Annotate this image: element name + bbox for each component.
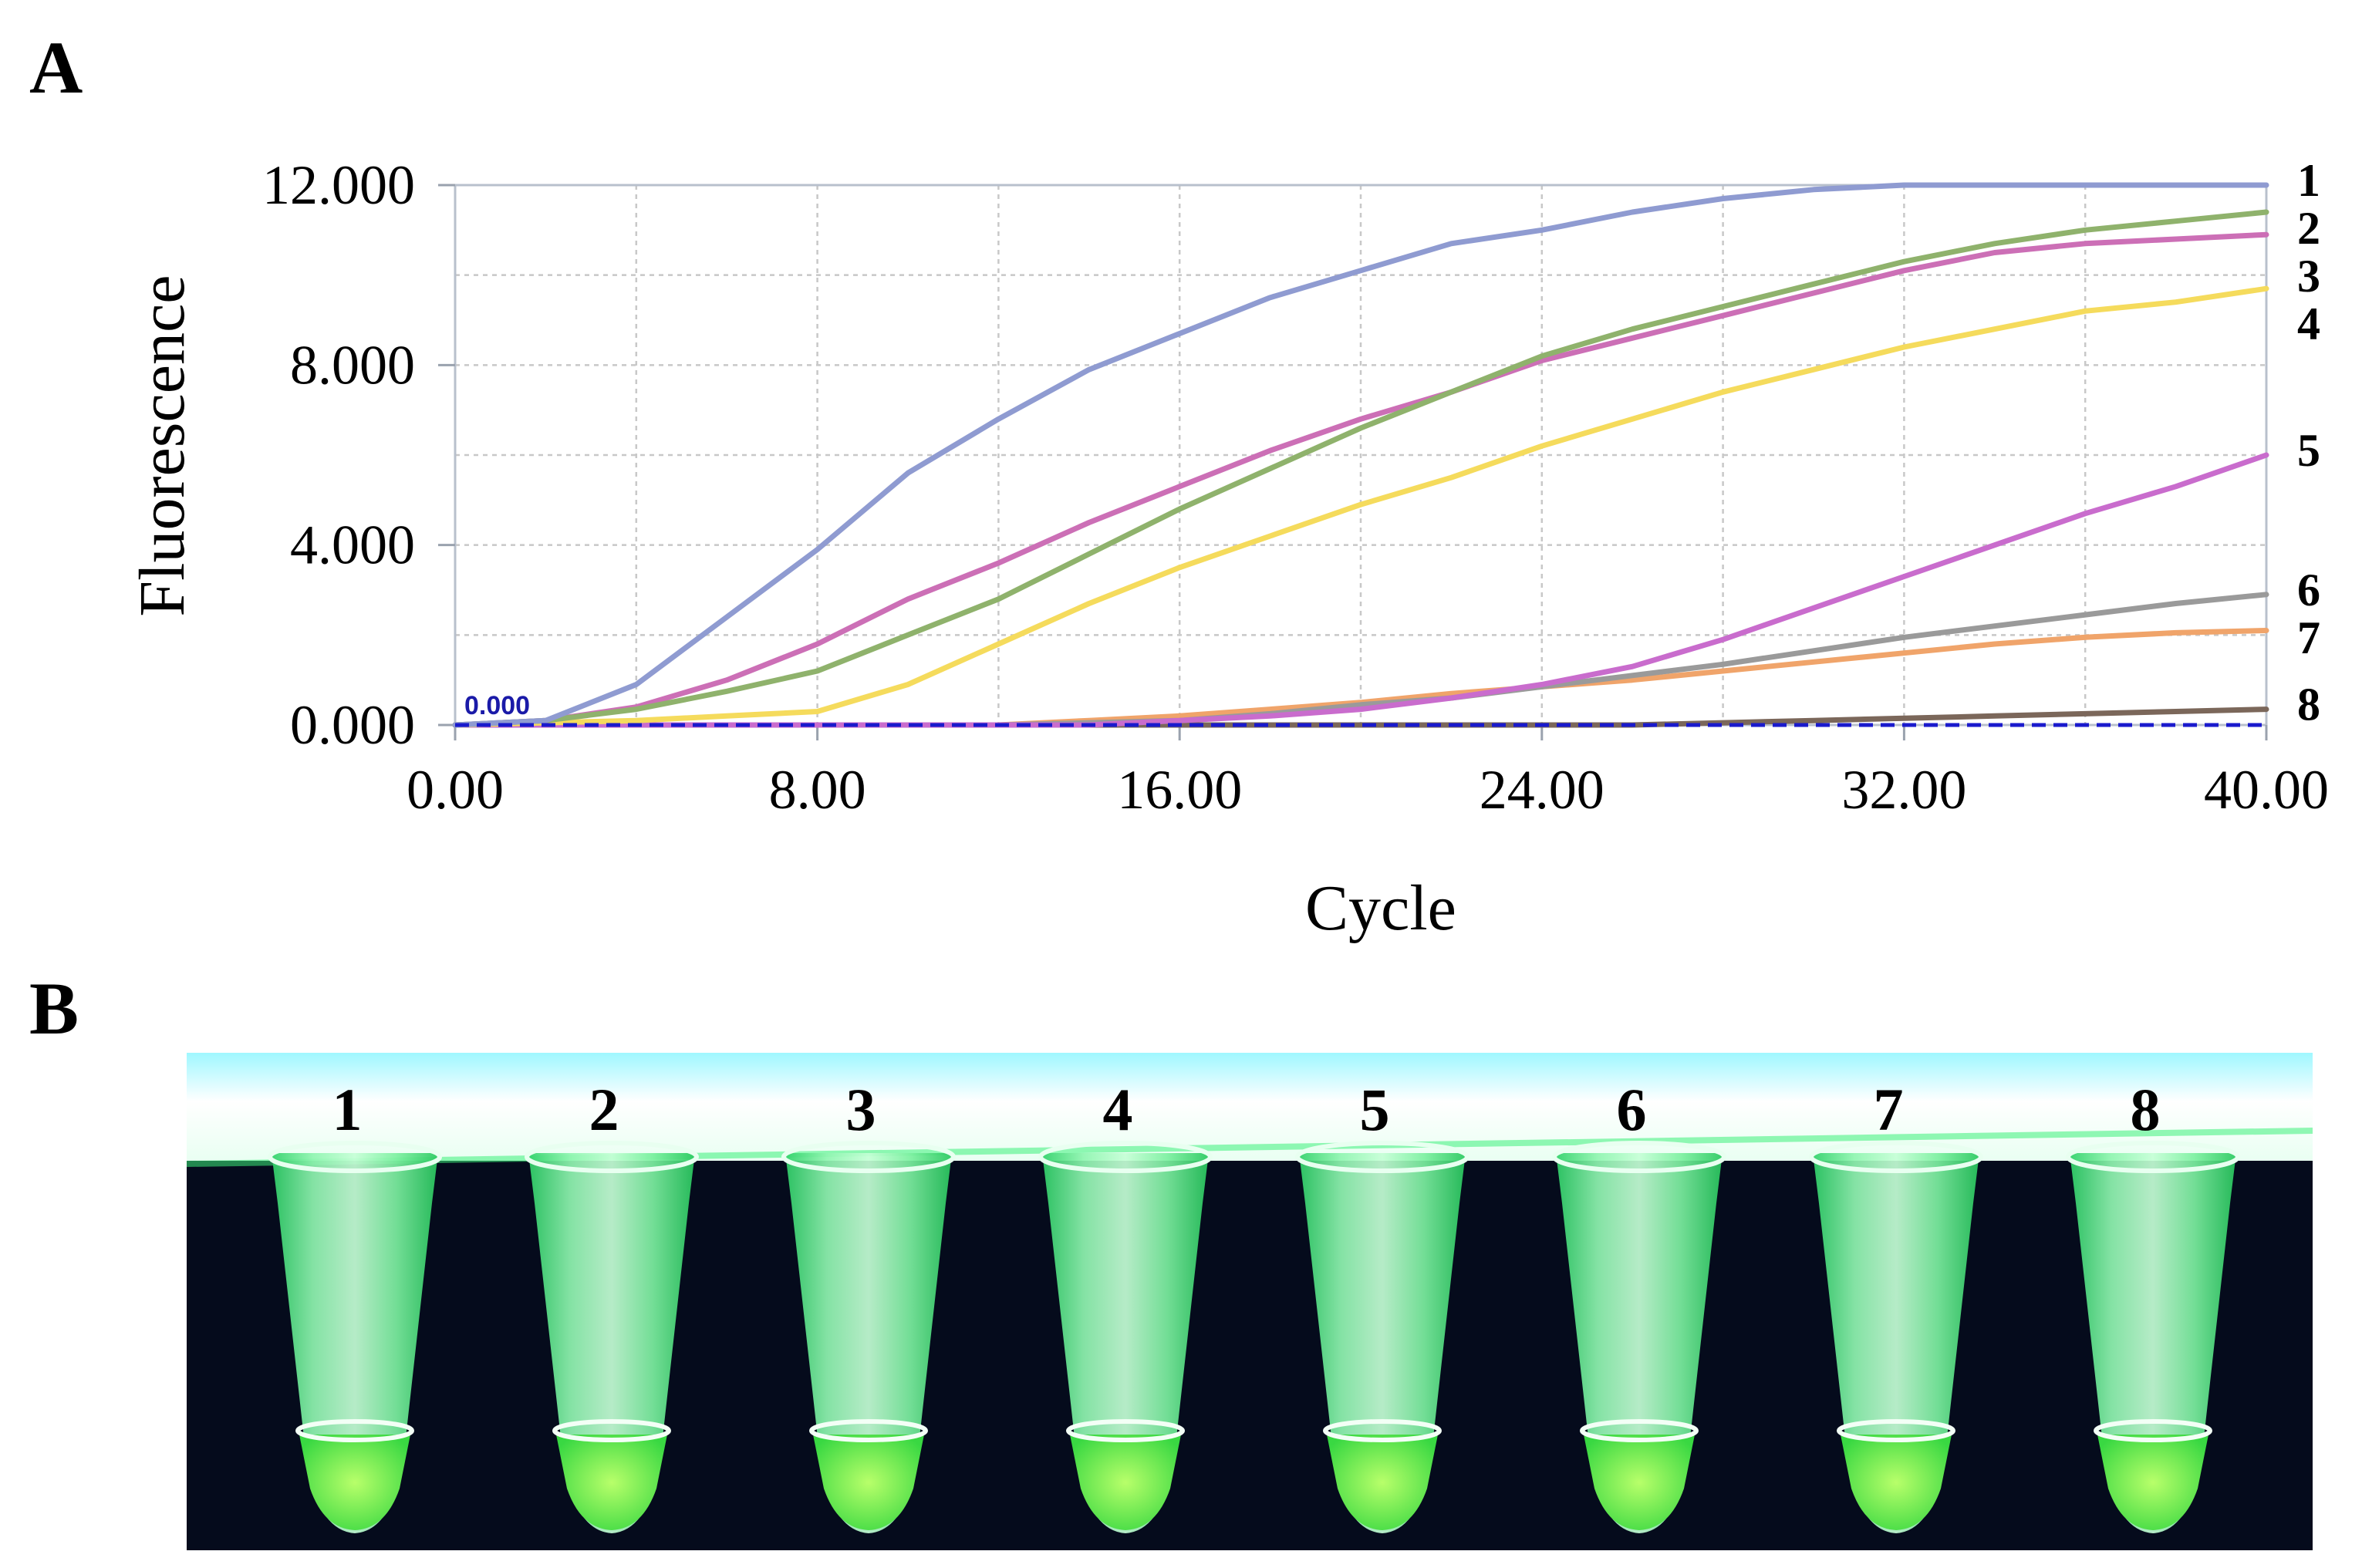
series-line-4 bbox=[452, 285, 2269, 728]
y-tick-label: 0.000 bbox=[290, 694, 415, 756]
tube-label: 4 bbox=[1103, 1076, 1133, 1143]
x-tick-label: 0.00 bbox=[407, 759, 504, 821]
tube-4: 4 bbox=[1038, 1076, 1213, 1533]
series-line-2 bbox=[452, 209, 2269, 728]
x-axis-title: Cycle bbox=[1305, 872, 1456, 944]
series-line-5 bbox=[452, 452, 2269, 728]
tube-meniscus bbox=[1323, 1419, 1442, 1442]
tube-7: 7 bbox=[1809, 1076, 1983, 1533]
tube-liquid bbox=[1070, 1435, 1181, 1530]
tube-meniscus bbox=[295, 1419, 414, 1442]
tube-rim bbox=[2066, 1141, 2240, 1173]
x-tick-label: 8.00 bbox=[769, 759, 866, 821]
tube-meniscus bbox=[2094, 1419, 2212, 1442]
tube-meniscus bbox=[809, 1419, 928, 1442]
tube-meniscus bbox=[1837, 1419, 1955, 1442]
series-end-label-4: 4 bbox=[2297, 298, 2320, 349]
series-end-label-6: 6 bbox=[2297, 565, 2320, 615]
tube-1: 1 bbox=[268, 1076, 442, 1533]
tube-label: 5 bbox=[1360, 1076, 1390, 1143]
tube-liquid bbox=[556, 1435, 667, 1530]
series-line-3 bbox=[452, 231, 2269, 728]
tube-liquid bbox=[2097, 1435, 2208, 1530]
x-tick-label: 32.00 bbox=[1841, 759, 1966, 821]
chart-series bbox=[452, 182, 2269, 728]
tube-label: 8 bbox=[2131, 1076, 2161, 1143]
x-tick-label: 16.00 bbox=[1117, 759, 1242, 821]
x-tick-label: 40.00 bbox=[2204, 759, 2329, 821]
y-tick-label: 4.000 bbox=[290, 514, 415, 576]
tube-rim bbox=[1809, 1141, 1983, 1173]
series-end-label-5: 5 bbox=[2297, 425, 2320, 476]
tube-rack-strip bbox=[187, 1053, 2313, 1161]
tube-rim bbox=[1295, 1141, 1470, 1173]
threshold-label: 0.000 bbox=[464, 691, 530, 720]
threshold-line-group: 0.000 bbox=[455, 691, 2266, 727]
tube-liquid bbox=[1327, 1435, 1438, 1530]
series-line-1 bbox=[452, 182, 2269, 728]
tube-rim bbox=[1038, 1141, 1213, 1173]
tube-rim bbox=[1552, 1141, 1726, 1173]
tube-label: 1 bbox=[332, 1076, 363, 1143]
tube-rim bbox=[781, 1141, 956, 1173]
series-end-label-1: 1 bbox=[2297, 155, 2320, 206]
tube-rim bbox=[268, 1141, 442, 1173]
tubes: 1 2 3 4 5 6 7 8 bbox=[268, 1076, 2240, 1533]
y-tick-label: 12.000 bbox=[262, 154, 415, 216]
tube-label: 6 bbox=[1617, 1076, 1647, 1143]
tube-rack-edge bbox=[187, 1128, 2313, 1167]
chart-axes: 0.00 8.00 16.00 24.00 32.00 40.00 0.000 4.000 8.… bbox=[262, 154, 2329, 821]
tube-liquid bbox=[1584, 1435, 1695, 1530]
series-end-label-2: 2 bbox=[2297, 203, 2320, 254]
panel-label-a: A bbox=[29, 26, 83, 109]
series-end-label-8: 8 bbox=[2297, 679, 2320, 730]
tube-label: 3 bbox=[846, 1076, 876, 1143]
tube-2: 2 bbox=[525, 1076, 699, 1533]
tube-liquid bbox=[1841, 1435, 1952, 1530]
tube-meniscus bbox=[1066, 1419, 1185, 1442]
tube-meniscus bbox=[1580, 1419, 1699, 1442]
chart-grid bbox=[455, 185, 2266, 725]
tube-8: 8 bbox=[2066, 1076, 2240, 1533]
panel-label-b: B bbox=[29, 967, 79, 1050]
tube-label: 7 bbox=[1874, 1076, 1904, 1143]
tube-6: 6 bbox=[1552, 1076, 1726, 1533]
x-tick-label: 24.00 bbox=[1480, 759, 1604, 821]
y-axis-title: Fluorescence bbox=[127, 275, 198, 616]
tube-5: 5 bbox=[1295, 1076, 1470, 1533]
tube-3: 3 bbox=[781, 1076, 956, 1533]
tube-rim bbox=[525, 1141, 699, 1173]
series-end-label-7: 7 bbox=[2297, 612, 2320, 663]
tube-liquid bbox=[299, 1435, 410, 1530]
tube-liquid bbox=[813, 1435, 924, 1530]
y-tick-label: 8.000 bbox=[290, 334, 415, 396]
tube-label: 2 bbox=[589, 1076, 619, 1143]
series-end-label-3: 3 bbox=[2297, 251, 2320, 302]
tube-meniscus bbox=[552, 1419, 671, 1442]
